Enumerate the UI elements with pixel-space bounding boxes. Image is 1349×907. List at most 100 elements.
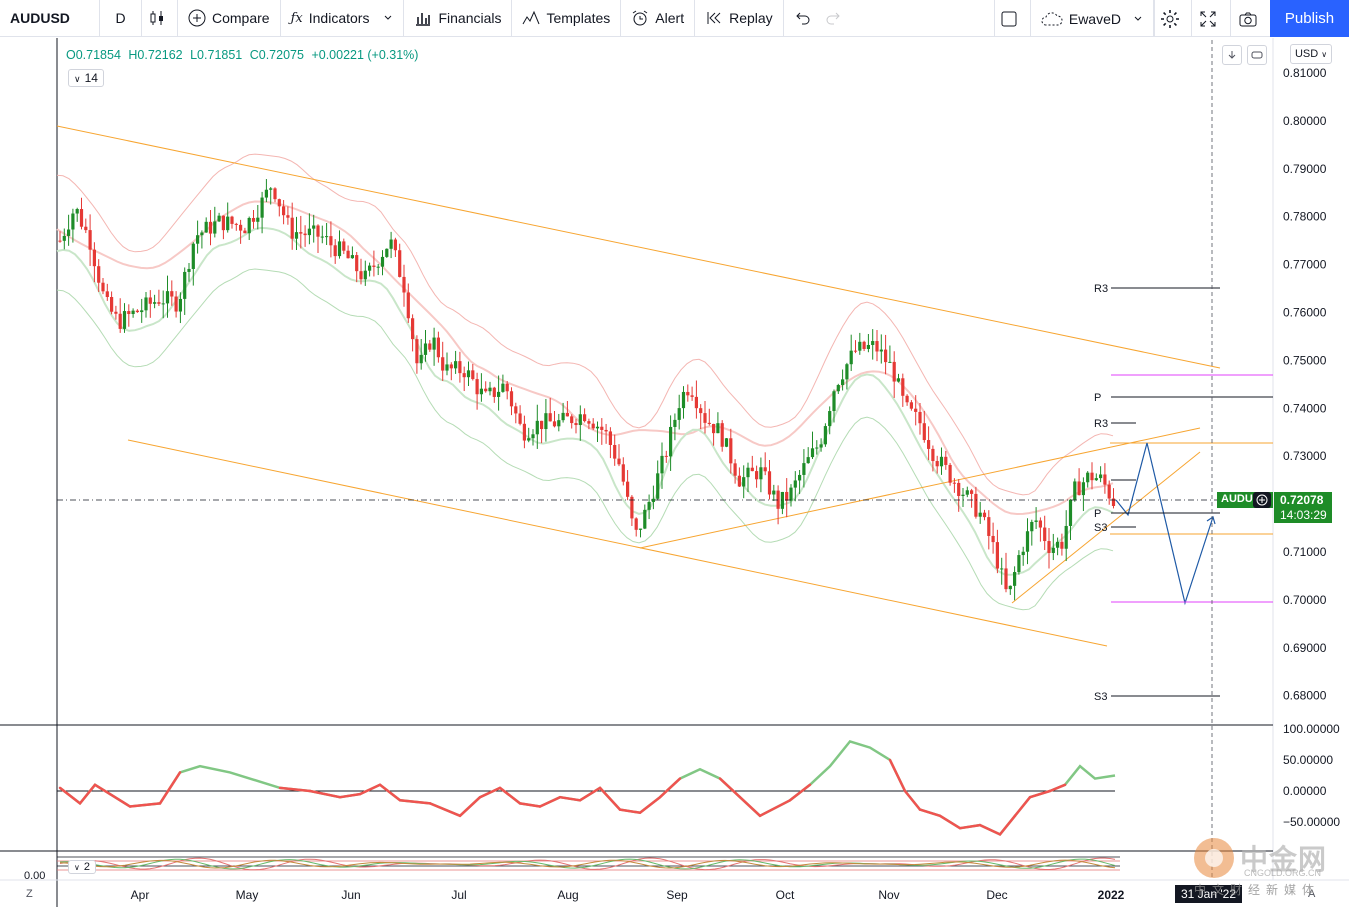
- pivot-label: R3: [1094, 418, 1108, 430]
- candle-body: [393, 239, 397, 251]
- candle-body: [664, 455, 668, 457]
- settings-button[interactable]: [1154, 0, 1192, 37]
- price-axis-label: 0.69000: [1283, 641, 1327, 655]
- replay-button[interactable]: Replay: [695, 0, 784, 37]
- time-axis-label: Oct: [776, 888, 795, 902]
- price-axis-label: 0.68000: [1283, 689, 1327, 703]
- snapshot-button[interactable]: [1230, 0, 1270, 37]
- candle-body: [1004, 568, 1008, 590]
- currency-select[interactable]: USD ∨: [1290, 44, 1332, 64]
- indicator-collapse-toggle[interactable]: ∨ 14: [68, 69, 104, 87]
- candle-body: [398, 250, 402, 277]
- replay-label: Replay: [729, 10, 773, 26]
- symbol-search-button[interactable]: AUDUSD: [0, 0, 100, 37]
- candle-body: [251, 217, 256, 222]
- candle-body: [290, 217, 294, 239]
- candle-body: [273, 188, 277, 200]
- candle-body: [884, 349, 888, 363]
- candle-body: [445, 364, 449, 371]
- osc-line-red: [788, 783, 812, 802]
- candle-body: [643, 509, 647, 529]
- candle-body: [591, 423, 595, 429]
- candle-body: [901, 378, 905, 396]
- candle-body: [716, 423, 720, 434]
- candle-body: [1013, 572, 1017, 586]
- candle-body: [325, 236, 329, 238]
- candle-body: [604, 429, 608, 432]
- wave-projection: [1115, 442, 1214, 606]
- candle-body: [832, 391, 836, 412]
- fullscreen-icon: [1200, 11, 1216, 26]
- candle-body: [161, 303, 165, 305]
- osc-line-red: [478, 786, 502, 799]
- templates-icon: [523, 10, 540, 25]
- candle-body: [118, 313, 122, 329]
- add-alert-plus-button[interactable]: [1253, 492, 1271, 508]
- candle-body: [1021, 551, 1025, 556]
- candle-body: [544, 413, 548, 430]
- alert-button[interactable]: Alert: [621, 0, 696, 37]
- interval-button[interactable]: D: [100, 0, 142, 37]
- candle-body: [776, 490, 780, 509]
- financials-label: Financials: [438, 10, 502, 26]
- candle-body: [961, 494, 965, 496]
- compare-button[interactable]: Compare: [178, 0, 281, 37]
- candle-body: [690, 395, 694, 397]
- candle-body: [729, 438, 733, 464]
- candle-body: [1038, 520, 1042, 528]
- candle-body: [178, 298, 182, 312]
- financials-button[interactable]: Financials: [404, 0, 513, 37]
- sub-pane-toggle[interactable]: ∨ 2: [68, 860, 96, 874]
- candle-body: [333, 245, 337, 257]
- currency-label: USD: [1294, 48, 1319, 60]
- candle-body: [789, 487, 793, 501]
- redo-icon[interactable]: [824, 9, 842, 27]
- maximize-pane-button[interactable]: [1247, 45, 1267, 65]
- osc-line-red: [558, 795, 582, 802]
- cursor-date-label: 31 Jan '22: [1175, 885, 1243, 903]
- price-axis-label: 0.80000: [1283, 114, 1327, 128]
- candle-body: [931, 448, 935, 462]
- candle-body: [647, 501, 651, 510]
- candle-body: [411, 318, 415, 340]
- top-toolbar: AUDUSD D Compare ƒx Indicators Financial…: [0, 0, 1349, 37]
- candle-body: [694, 396, 698, 409]
- candle-body: [737, 475, 741, 487]
- chart-type-button[interactable]: [142, 0, 178, 37]
- osc-line-red: [538, 795, 562, 808]
- candle-body: [656, 473, 660, 499]
- osc-line-red: [958, 823, 982, 830]
- corner-left-label[interactable]: Z: [26, 888, 33, 900]
- candle-body: [84, 226, 88, 231]
- cloud-icon: [1041, 11, 1063, 25]
- candle-body: [1111, 498, 1116, 506]
- corner-right-label[interactable]: A: [1308, 888, 1316, 900]
- candle-body: [428, 343, 432, 350]
- rising-trendline: [639, 427, 1201, 549]
- osc-line-red: [658, 777, 682, 799]
- candle-body: [1090, 472, 1094, 481]
- publish-button[interactable]: Publish: [1270, 0, 1349, 37]
- indicators-button[interactable]: ƒx Indicators: [281, 0, 405, 37]
- restore-icon: [1251, 51, 1263, 59]
- scroll-down-button[interactable]: [1222, 45, 1242, 65]
- candle-body: [1008, 585, 1012, 590]
- channel-lower-line: [127, 439, 1108, 647]
- layout-select-button[interactable]: [993, 0, 1030, 37]
- candle-body: [634, 518, 638, 530]
- candle-body: [1017, 555, 1021, 573]
- candle-body: [626, 481, 630, 497]
- candle-body: [660, 455, 664, 474]
- templates-button[interactable]: Templates: [512, 0, 622, 37]
- price-axis-label: 0.79000: [1283, 162, 1327, 176]
- undo-icon[interactable]: [794, 9, 812, 27]
- osc-line-red: [78, 783, 97, 805]
- candle-body: [497, 391, 501, 397]
- save-layout-button[interactable]: EwaveD: [1029, 0, 1154, 37]
- candle-body: [299, 232, 303, 234]
- candle-body: [415, 339, 419, 364]
- fullscreen-button[interactable]: [1192, 0, 1230, 37]
- candle-body: [471, 370, 475, 380]
